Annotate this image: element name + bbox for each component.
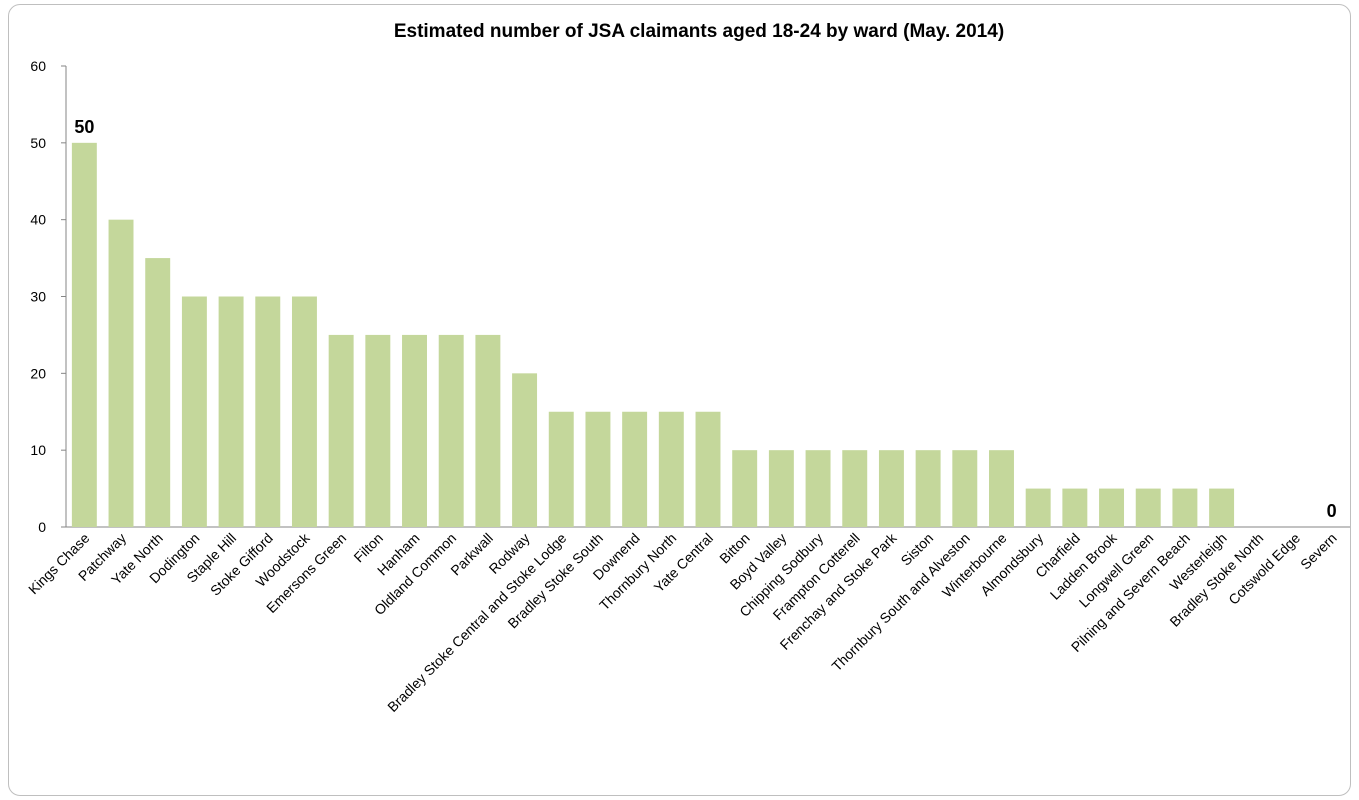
bar bbox=[402, 334, 427, 527]
bar bbox=[585, 411, 611, 527]
bar bbox=[255, 296, 281, 527]
bar bbox=[658, 411, 684, 527]
bar bbox=[1209, 488, 1235, 527]
y-tick-label: 30 bbox=[30, 289, 46, 305]
bar bbox=[328, 334, 354, 527]
bar bbox=[438, 334, 464, 527]
bar bbox=[108, 219, 134, 527]
bar bbox=[695, 411, 721, 527]
bar bbox=[1025, 488, 1051, 527]
bar bbox=[915, 450, 941, 527]
bar bbox=[622, 411, 648, 527]
y-tick-label: 20 bbox=[30, 365, 46, 381]
y-tick-label: 10 bbox=[30, 442, 46, 458]
y-tick-label: 0 bbox=[38, 519, 46, 535]
category-label: Kings Chase bbox=[25, 530, 93, 598]
bar bbox=[989, 450, 1014, 527]
bar bbox=[1099, 488, 1125, 527]
bar bbox=[365, 334, 391, 527]
bar bbox=[1135, 488, 1161, 527]
y-tick-label: 40 bbox=[30, 212, 46, 228]
bar bbox=[145, 258, 171, 527]
bar bbox=[878, 450, 904, 527]
bar bbox=[218, 296, 244, 527]
category-label: Severn bbox=[1297, 530, 1340, 573]
data-label: 0 bbox=[1327, 501, 1337, 521]
bar bbox=[732, 450, 758, 527]
bar bbox=[952, 450, 978, 527]
bar bbox=[1062, 488, 1088, 527]
bar bbox=[1172, 488, 1198, 527]
bar bbox=[548, 411, 574, 527]
bar bbox=[805, 450, 831, 527]
bar bbox=[842, 450, 868, 527]
data-label: 50 bbox=[74, 117, 94, 137]
bar bbox=[512, 373, 538, 527]
bar bbox=[291, 296, 317, 527]
bar bbox=[71, 142, 97, 528]
y-tick-label: 60 bbox=[30, 58, 46, 74]
chart-title: Estimated number of JSA claimants aged 1… bbox=[394, 21, 1004, 42]
y-tick-label: 50 bbox=[30, 135, 46, 151]
bar bbox=[475, 334, 501, 527]
bar bbox=[181, 296, 207, 527]
bar bbox=[768, 450, 794, 527]
